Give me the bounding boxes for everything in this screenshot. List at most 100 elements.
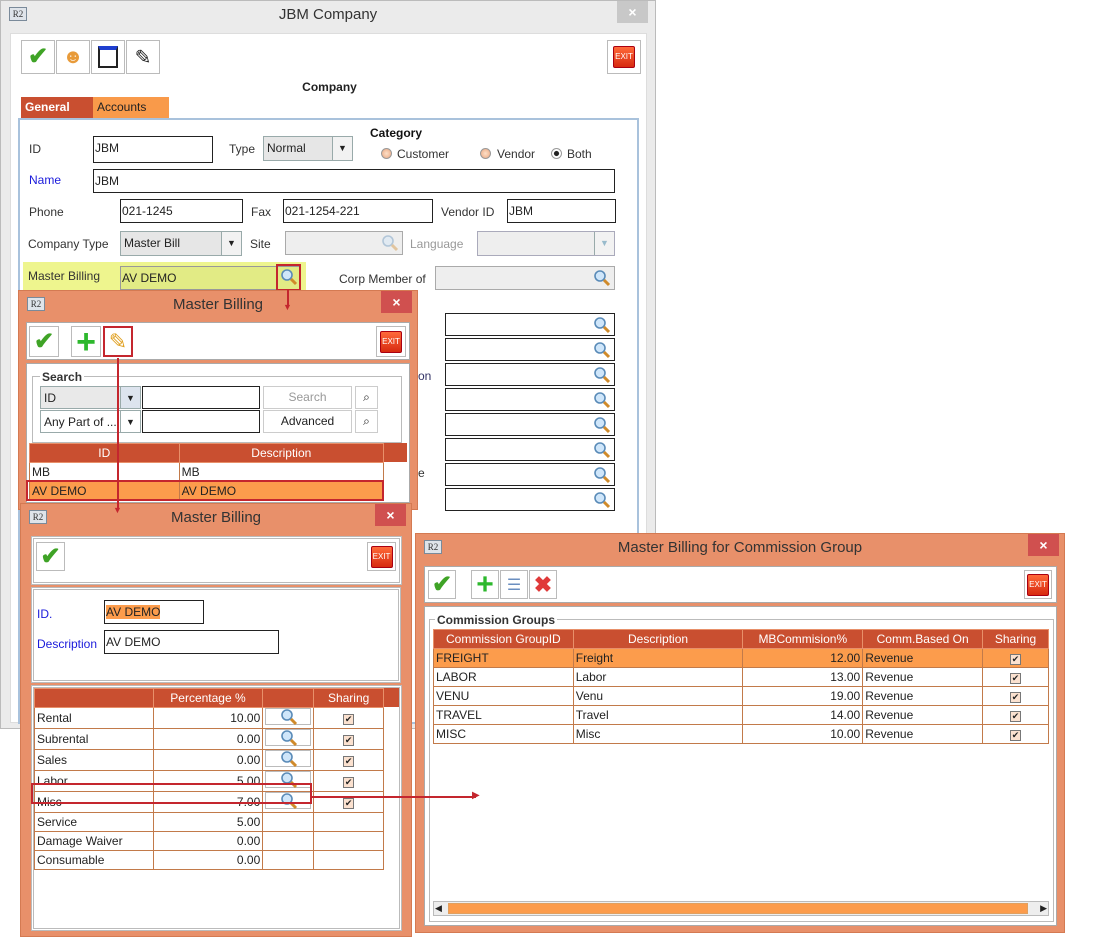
search-field-select[interactable]: ID ▼ <box>40 386 141 409</box>
delete-button[interactable]: ✖ <box>529 570 557 599</box>
table-row[interactable]: Sales 0.00 ✔ <box>34 749 384 771</box>
add-button[interactable]: + <box>71 325 101 359</box>
type-select[interactable]: Normal ▼ <box>263 136 353 161</box>
search-input[interactable] <box>142 386 260 409</box>
table-row[interactable]: MB MB <box>29 462 385 482</box>
radio-customer[interactable] <box>381 148 392 159</box>
id-input[interactable]: JBM <box>93 136 213 163</box>
exit-button[interactable]: EXIT <box>1024 570 1052 599</box>
advanced-search-button[interactable]: ⌕ <box>355 410 378 433</box>
lookup-input[interactable] <box>445 438 615 461</box>
exit-button[interactable]: EXIT <box>376 326 406 357</box>
master-billing-input[interactable]: AV DEMO <box>120 266 300 290</box>
percentage-cell[interactable]: 5.00 <box>152 812 264 832</box>
table-row[interactable]: VENU Venu 19.00 Revenue ✔ <box>433 686 1049 706</box>
lookup-input[interactable] <box>445 363 615 386</box>
column-header[interactable] <box>34 688 154 708</box>
column-header[interactable]: Sharing <box>313 688 384 708</box>
site-input[interactable] <box>285 231 403 255</box>
sharing-checkbox[interactable]: ✔ <box>343 735 355 746</box>
close-button[interactable]: × <box>1028 534 1059 556</box>
table-row[interactable]: Damage Waiver 0.00 <box>34 831 384 851</box>
company-type-select[interactable]: Master Bill ▼ <box>120 231 242 256</box>
column-header[interactable]: Commission GroupID <box>433 629 574 649</box>
scroll-right-icon[interactable]: ▶ <box>1040 903 1047 913</box>
lookup-input[interactable] <box>445 413 615 436</box>
table-row[interactable]: Consumable 0.00 <box>34 850 384 870</box>
save-button[interactable]: ✔ <box>428 570 456 599</box>
lookup-button[interactable] <box>265 792 312 810</box>
sharing-checkbox[interactable]: ✔ <box>1010 730 1022 741</box>
horizontal-scrollbar[interactable]: ◀ ▶ <box>433 901 1049 916</box>
master-billing-lookup-button[interactable] <box>276 264 301 291</box>
exit-button[interactable]: EXIT <box>367 542 396 571</box>
column-header[interactable]: ID <box>29 443 180 463</box>
table-row[interactable]: LABOR Labor 13.00 Revenue ✔ <box>433 667 1049 687</box>
column-header[interactable]: Percentage % <box>152 688 264 708</box>
save-button[interactable]: ✔ <box>29 326 59 357</box>
column-header[interactable] <box>262 688 315 708</box>
search-input-2[interactable] <box>142 410 260 433</box>
table-row[interactable]: TRAVEL Travel 14.00 Revenue ✔ <box>433 705 1049 725</box>
column-header[interactable]: MBCommision% <box>742 629 864 649</box>
add-button[interactable]: + <box>471 569 499 599</box>
advanced-button[interactable]: Advanced <box>263 410 352 433</box>
scrollbar-thumb[interactable] <box>448 903 1028 914</box>
radio-vendor[interactable] <box>480 148 491 159</box>
close-button[interactable]: × <box>381 291 412 313</box>
sharing-checkbox[interactable]: ✔ <box>343 756 355 767</box>
tab-general[interactable]: General <box>21 97 93 118</box>
id-input[interactable]: AV DEMO <box>104 600 204 624</box>
corp-member-input[interactable] <box>435 266 615 290</box>
tab-accounts[interactable]: Accounts <box>93 97 169 118</box>
scroll-left-icon[interactable]: ◀ <box>435 903 442 913</box>
lookup-input[interactable] <box>445 388 615 411</box>
table-row[interactable]: FREIGHT Freight 12.00 Revenue ✔ <box>433 648 1049 668</box>
percentage-cell[interactable]: 0.00 <box>152 831 264 851</box>
phone-input[interactable]: 021-1245 <box>120 199 243 223</box>
percentage-cell[interactable]: 0.00 <box>152 850 264 870</box>
save-button[interactable]: ✔ <box>36 542 65 571</box>
lookup-input[interactable] <box>445 313 615 336</box>
contacts-button[interactable]: ☻ <box>56 40 90 74</box>
sharing-checkbox[interactable]: ✔ <box>343 714 355 725</box>
add-row-button[interactable]: ☰ <box>500 570 528 599</box>
lookup-button[interactable] <box>265 750 312 768</box>
language-select[interactable]: ▼ <box>477 231 615 256</box>
lookup-input[interactable] <box>445 338 615 361</box>
table-row[interactable]: Service 5.00 <box>34 812 384 832</box>
close-button[interactable]: × <box>375 504 406 526</box>
table-row[interactable]: Subrental 0.00 ✔ <box>34 728 384 750</box>
edit-button[interactable]: ✎ <box>103 326 133 357</box>
table-row[interactable]: MISC Misc 10.00 Revenue ✔ <box>433 724 1049 744</box>
lookup-input[interactable] <box>445 488 615 511</box>
column-header[interactable]: Description <box>572 629 744 649</box>
sharing-checkbox[interactable]: ✔ <box>1010 673 1022 684</box>
radio-both[interactable] <box>551 148 562 159</box>
percentage-cell[interactable]: 10.00 <box>152 707 264 729</box>
search-button[interactable]: Search <box>263 386 352 409</box>
sharing-checkbox[interactable]: ✔ <box>1010 692 1022 703</box>
lookup-button[interactable] <box>265 729 312 747</box>
layout-button[interactable] <box>91 40 125 74</box>
column-header[interactable]: Sharing <box>982 629 1049 649</box>
close-button[interactable]: × <box>617 1 648 23</box>
percentage-cell[interactable]: 0.00 <box>152 728 264 750</box>
lookup-button[interactable] <box>265 708 312 726</box>
name-input[interactable]: JBM <box>93 169 615 193</box>
column-header[interactable]: Comm.Based On <box>862 629 984 649</box>
find-button[interactable]: ⌕ <box>355 386 378 409</box>
table-row[interactable]: Rental 10.00 ✔ <box>34 707 384 729</box>
sharing-checkbox[interactable]: ✔ <box>1010 711 1022 722</box>
sharing-checkbox[interactable]: ✔ <box>1010 654 1022 665</box>
description-input[interactable]: AV DEMO <box>104 630 279 654</box>
lookup-input[interactable] <box>445 463 615 486</box>
match-select[interactable]: Any Part of ... ▼ <box>40 410 141 433</box>
table-row[interactable]: AV DEMO AV DEMO <box>29 481 385 501</box>
sharing-checkbox[interactable]: ✔ <box>343 777 355 788</box>
vendor-id-input[interactable]: JBM <box>507 199 616 223</box>
percentage-cell[interactable]: 0.00 <box>152 749 264 771</box>
column-header[interactable]: Description <box>178 443 385 463</box>
sharing-checkbox[interactable]: ✔ <box>343 798 355 809</box>
fax-input[interactable]: 021-1254-221 <box>283 199 433 223</box>
